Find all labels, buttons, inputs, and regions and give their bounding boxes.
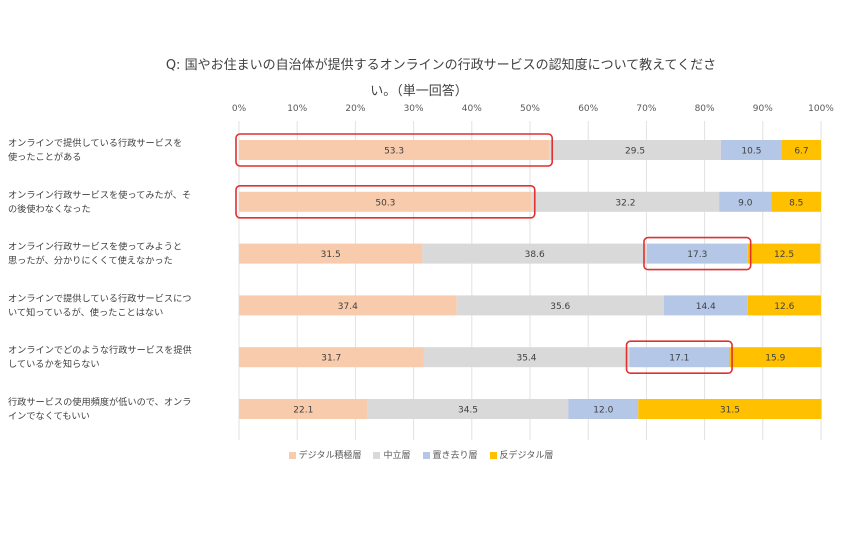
bar-segment	[239, 295, 457, 316]
bar-segment	[239, 191, 532, 212]
bar-segment	[747, 243, 821, 264]
legend-swatch	[288, 452, 296, 459]
legend-item: 置き去り層	[422, 448, 478, 461]
category-label: 使ったことがある	[8, 151, 82, 163]
bar-segment	[239, 347, 424, 368]
data-label: 17.1	[669, 354, 689, 364]
data-label: 22.1	[293, 406, 313, 416]
category-label: 行政サービスの使用頻度が低いので、オンラ	[8, 396, 191, 408]
category-label: オンラインでどのような行政サービスを提供	[8, 344, 192, 356]
data-label: 8.5	[789, 198, 803, 208]
data-label: 34.5	[458, 406, 478, 416]
category-label: オンラインで提供している行政サービスにつ	[8, 292, 191, 304]
x-tick-label: 30%	[404, 104, 424, 114]
legend-label: 中立層	[383, 451, 411, 461]
legend-label: デジタル積極層	[298, 451, 362, 461]
data-label: 37.4	[338, 302, 358, 312]
bar-segment	[729, 347, 822, 368]
data-label: 14.4	[696, 302, 716, 312]
category-label: オンラインで提供している行政サービスを	[8, 137, 182, 149]
x-tick-label: 100%	[808, 104, 834, 114]
legend-item: 中立層	[373, 448, 411, 461]
bar-segment	[367, 399, 569, 419]
data-label: 12.0	[593, 406, 613, 416]
chart-title-line-1: Q: 国やお住まいの自治体が提供するオンラインの行政サービスの認知度について教え…	[165, 58, 717, 73]
category-label: いて知っているが、使ったことはない	[8, 306, 163, 318]
x-tick-label: 70%	[636, 104, 656, 114]
x-tick-label: 40%	[462, 104, 482, 114]
bar-segment	[423, 347, 630, 368]
legend-swatch	[422, 452, 430, 459]
bar-segment	[629, 347, 730, 368]
bar-segment	[747, 295, 821, 316]
category-label: オンライン行政サービスを使ってみたが、そ	[8, 189, 191, 201]
highlight-box	[235, 185, 536, 219]
category-label: 思ったが、分かりにくくて使えなかった	[8, 255, 173, 267]
data-label: 10.5	[741, 147, 761, 157]
bar-segment	[771, 191, 821, 212]
data-label: 35.4	[516, 354, 536, 364]
x-tick-label: 80%	[695, 104, 715, 114]
legend-swatch	[489, 452, 497, 459]
data-label: 38.6	[525, 250, 545, 260]
data-label: 32.2	[615, 198, 635, 208]
x-tick-label: 90%	[753, 104, 773, 114]
legend: デジタル積極層 中立層 置き去り層 反デジタル層	[0, 448, 842, 461]
x-tick-label: 10%	[287, 104, 307, 114]
bar-segment	[549, 140, 721, 160]
bar-segment	[638, 399, 822, 419]
data-label: 31.5	[720, 406, 740, 416]
x-tick-label: 0%	[232, 104, 247, 114]
highlight-box	[643, 236, 752, 271]
bar-segment	[719, 191, 772, 212]
bar-segment	[239, 243, 423, 264]
legend-swatch	[373, 452, 381, 459]
bar-segment	[239, 399, 368, 419]
bar-segment	[422, 243, 647, 264]
x-tick-label: 20%	[345, 104, 365, 114]
x-tick-label: 50%	[520, 104, 540, 114]
bar-segment	[568, 399, 639, 419]
data-label: 31.7	[321, 354, 341, 364]
data-label: 53.3	[384, 147, 404, 157]
bar-segment	[663, 295, 748, 316]
chart-title-line-2: い。（単一回答）	[370, 84, 468, 99]
legend-item: 反デジタル層	[489, 448, 554, 461]
bar-segment	[239, 140, 550, 160]
data-label: 17.3	[687, 250, 707, 260]
data-label: 31.5	[321, 250, 341, 260]
legend-label: 反デジタル層	[499, 451, 554, 461]
data-label: 12.6	[774, 302, 794, 312]
data-label: 15.9	[765, 354, 785, 364]
category-label: インでなくてもいい	[8, 411, 90, 422]
legend-item: デジタル積極層	[288, 448, 362, 461]
x-tick-label: 60%	[578, 104, 598, 114]
bar-segment	[456, 295, 664, 316]
data-label: 50.3	[375, 198, 395, 208]
highlight-box	[625, 340, 733, 375]
data-label: 35.6	[550, 302, 570, 312]
data-label: 9.0	[738, 198, 753, 208]
bar-segment	[646, 243, 748, 264]
highlight-box	[235, 133, 554, 167]
bar-segment	[720, 140, 783, 160]
category-label: しているかを知らない	[8, 358, 100, 370]
bar-segment	[782, 140, 821, 160]
data-label: 6.7	[794, 147, 808, 157]
category-label: オンライン行政サービスを使ってみようと	[8, 241, 182, 253]
bar-segment	[531, 191, 720, 212]
category-label: の後使わなくなった	[8, 203, 91, 215]
data-label: 12.5	[774, 250, 794, 260]
legend-label: 置き去り層	[432, 451, 478, 461]
data-label: 29.5	[625, 147, 645, 157]
